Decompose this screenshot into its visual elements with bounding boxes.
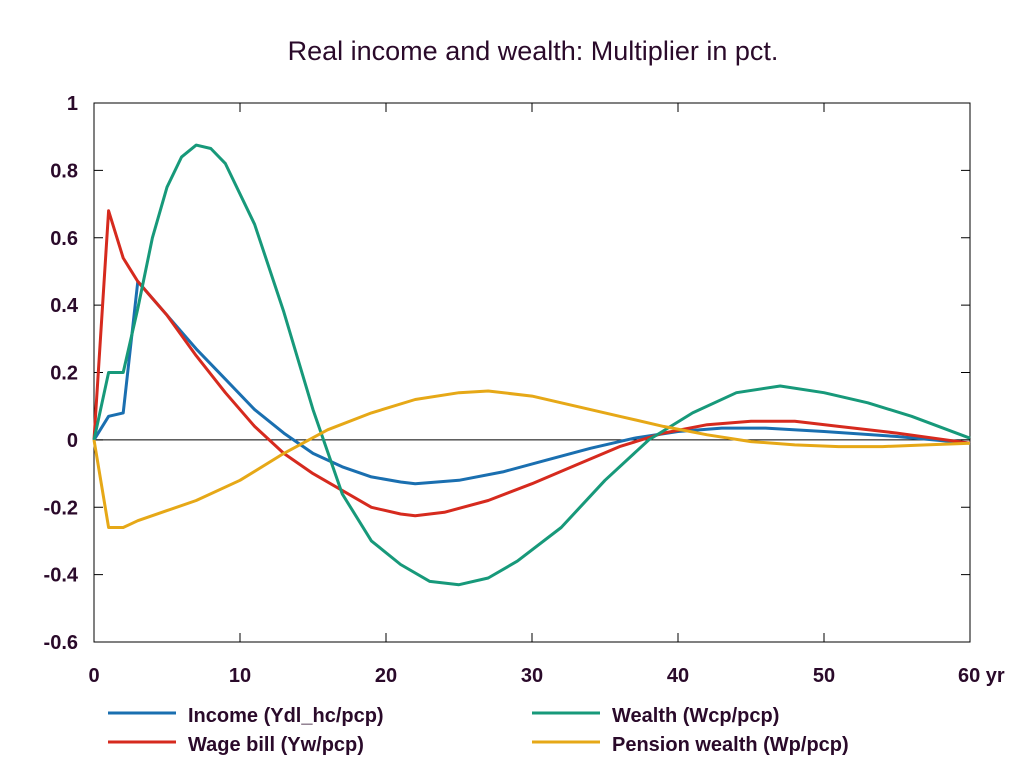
y-tick-label: 0.6 [50,228,78,250]
y-tick-label: 0.8 [50,160,78,182]
y-axis: -0.6 -0.4 -0.2 0 0.2 0.4 0.6 0.8 1 [44,93,970,654]
x-tick-label: 20 [375,665,397,687]
legend: Income (Ydl_hc/pcp) Wage bill (Yw/pcp) Wea… [108,705,849,756]
x-axis: 0 10 20 30 40 50 60 yr [88,103,1005,687]
plot-frame [93,102,971,643]
y-tick-label: 0.2 [50,363,78,385]
series-line-4 [92,389,971,529]
plot-area [93,102,971,643]
y-tick-label: 1 [67,93,78,115]
x-tick-label: 0 [88,665,99,687]
y-tick-label: 0.4 [50,295,79,317]
legend-label: Pension wealth (Wp/pcp) [612,734,849,756]
series-line-2 [92,209,971,518]
x-tick-label: 10 [229,665,251,687]
legend-label: Wealth (Wcp/pcp) [612,705,779,727]
x-tick-label: 30 [521,665,543,687]
legend-label: Income (Ydl_hc/pcp) [188,705,384,727]
series-line-3 [92,143,971,587]
y-tick-label: -0.4 [44,565,79,587]
x-tick-label: 60 yr [958,665,1005,687]
x-tick-label: 40 [667,665,689,687]
y-tick-label: -0.2 [44,497,78,519]
legend-label: Wage bill (Yw/pcp) [188,734,364,756]
y-tick-label: 0 [67,430,78,452]
series-layer [92,143,971,587]
series-line-1 [92,280,971,486]
x-tick-label: 50 [813,665,835,687]
chart-title: Real income and wealth: Multiplier in pc… [288,36,779,66]
y-tick-label: -0.6 [44,632,78,654]
